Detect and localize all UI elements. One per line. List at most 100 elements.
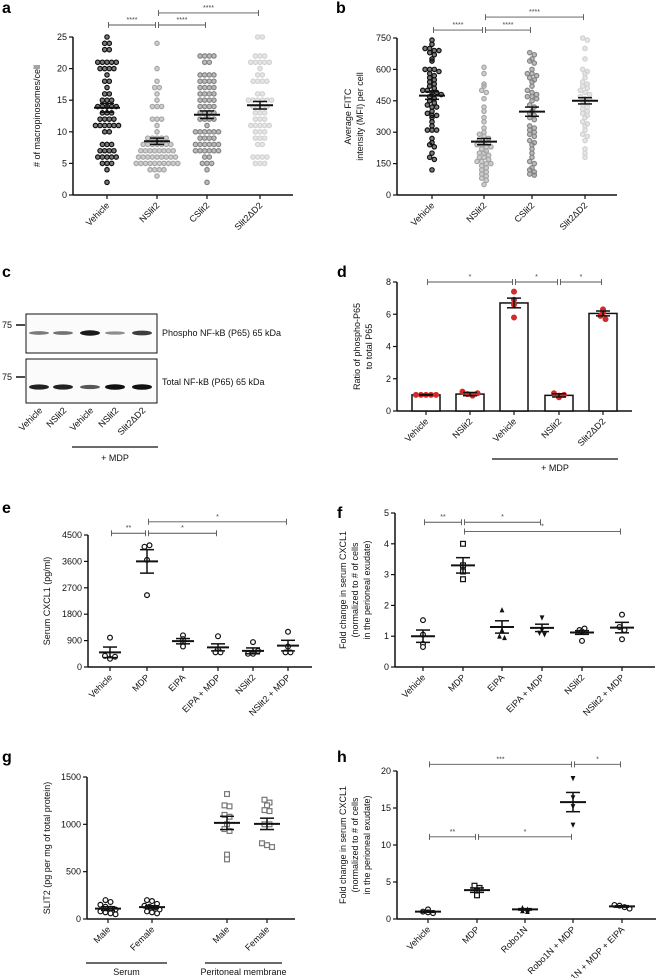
y-tick-label: 300 (376, 127, 391, 137)
data-point (154, 154, 160, 160)
data-point (101, 46, 108, 53)
data-point (161, 160, 167, 167)
data-point (252, 59, 259, 66)
data-point (433, 127, 440, 133)
data-point (433, 112, 440, 119)
data-point (483, 177, 490, 184)
data-point (201, 84, 208, 91)
y-tick-label: 5 (386, 877, 391, 887)
y-axis-label: Average FITC (343, 88, 353, 144)
x-tick-label: EIPA (485, 672, 506, 693)
x-tick-label: NSlit2 (450, 416, 474, 440)
data-point (420, 617, 427, 624)
significance-bracket: * (560, 274, 602, 285)
y-tick-label: 6 (386, 309, 391, 319)
data-point (161, 166, 167, 173)
data-point (529, 98, 535, 104)
data-point (422, 66, 428, 73)
data-point (174, 160, 181, 167)
data-point (133, 160, 140, 167)
significance-bracket: **** (158, 5, 259, 16)
series-5 (610, 611, 634, 643)
y-axis-label: to total P65 (364, 324, 374, 370)
data-point (147, 160, 153, 167)
y-axis-label: Fold change in serum CXCL1 (338, 531, 348, 649)
significance-bracket: **** (485, 22, 531, 34)
significance-bracket: **** (433, 22, 483, 34)
blot-band (29, 331, 49, 335)
data-point (481, 118, 487, 125)
data-point (481, 108, 487, 115)
data-point (154, 40, 160, 47)
significance-bracket: * (148, 514, 287, 525)
y-tick-label: 0 (77, 662, 82, 672)
data-point (204, 122, 210, 129)
data-point (247, 122, 254, 129)
x-tick-label: NSlit2 (539, 416, 563, 440)
data-point (579, 118, 586, 125)
significance-label: **** (529, 9, 540, 16)
series-2 (512, 905, 538, 914)
data-point (106, 91, 113, 97)
data-point (215, 141, 222, 148)
data-point (201, 59, 208, 66)
data-point (511, 314, 518, 321)
data-point (264, 802, 271, 809)
significance-label: * (524, 829, 527, 836)
blot-band (105, 331, 125, 335)
data-point (108, 154, 115, 160)
data-point (156, 84, 163, 91)
data-point (579, 66, 586, 73)
group-label: + MDP (541, 463, 569, 473)
significance-label: ** (450, 829, 456, 836)
data-point (197, 84, 203, 91)
data-point (257, 160, 263, 167)
data-point (211, 91, 217, 97)
data-point (106, 129, 113, 135)
series-3 (544, 390, 574, 412)
chart-d: 0 2 4 6 8 Ratio of phospho-P65 to total P65 Veh… (352, 274, 632, 473)
y-tick-label: 150 (376, 159, 391, 169)
data-point (531, 60, 538, 66)
significance-bracket: * (148, 525, 217, 537)
y-tick-label: 10 (57, 127, 67, 137)
data-point (259, 34, 266, 40)
data-point (579, 83, 586, 89)
data-point (111, 147, 117, 154)
blot-band (53, 384, 73, 390)
data-point (252, 135, 259, 141)
y-tick-label: 600 (376, 64, 391, 74)
data-point (224, 851, 231, 858)
data-point (474, 892, 481, 899)
data-point (172, 154, 179, 160)
data-point (206, 72, 213, 78)
data-point (215, 147, 222, 154)
group-label: Serum (113, 967, 140, 977)
data-point (264, 154, 270, 160)
y-axis-label: SLIT2 (pg per mg of total protein) (42, 782, 52, 915)
data-point (584, 85, 591, 92)
x-tick-label: Vehicle (409, 200, 437, 228)
y-tick-label: 3 (384, 570, 389, 580)
data-point (266, 808, 273, 815)
y-tick-label: 4 (384, 539, 389, 549)
data-point (460, 576, 467, 583)
y-axis-label: intensity (MFI) per cell (355, 72, 365, 161)
data-point (424, 110, 431, 117)
data-point (429, 127, 435, 133)
data-point (525, 908, 530, 914)
y-tick-label: 25 (57, 32, 67, 42)
data-point (97, 116, 103, 122)
data-point (257, 135, 263, 141)
data-point (158, 116, 165, 122)
data-point (524, 87, 531, 94)
data-point (254, 78, 261, 85)
data-point (429, 167, 435, 173)
data-point (99, 59, 106, 66)
data-point (206, 78, 213, 85)
data-point (526, 171, 533, 177)
data-point (104, 154, 110, 160)
data-point (481, 64, 487, 71)
data-point (252, 160, 259, 167)
y-tick-label: 4500 (62, 530, 82, 540)
